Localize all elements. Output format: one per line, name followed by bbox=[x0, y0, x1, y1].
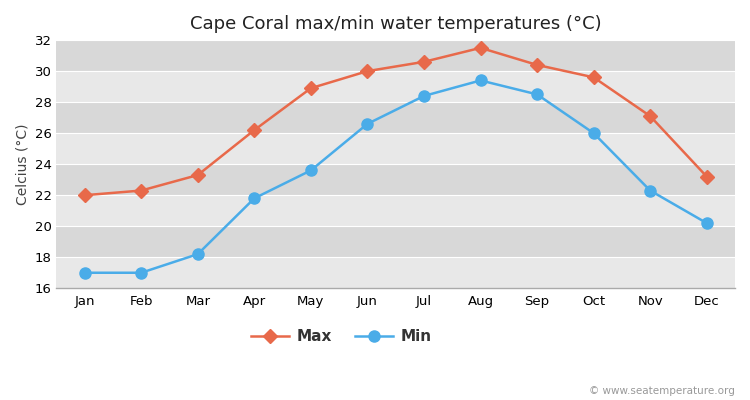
Max bbox=[646, 114, 655, 118]
Min bbox=[419, 94, 428, 98]
Bar bbox=[56, 133, 735, 164]
Bar bbox=[56, 40, 735, 71]
Max bbox=[250, 128, 259, 132]
Bar bbox=[56, 102, 735, 133]
Line: Max: Max bbox=[80, 43, 712, 200]
Min bbox=[590, 131, 598, 136]
Title: Cape Coral max/min water temperatures (°C): Cape Coral max/min water temperatures (°… bbox=[190, 15, 602, 33]
Bar bbox=[56, 226, 735, 257]
Min bbox=[363, 122, 372, 126]
Min bbox=[80, 270, 89, 275]
Y-axis label: Celcius (°C): Celcius (°C) bbox=[15, 124, 29, 205]
Max bbox=[476, 46, 485, 50]
Max bbox=[136, 188, 146, 193]
Min bbox=[136, 270, 146, 275]
Max bbox=[532, 62, 542, 67]
Min bbox=[702, 221, 711, 226]
Max bbox=[419, 60, 428, 64]
Max bbox=[702, 174, 711, 179]
Max bbox=[590, 75, 598, 80]
Bar bbox=[56, 71, 735, 102]
Legend: Max, Min: Max, Min bbox=[244, 323, 438, 350]
Max bbox=[194, 173, 202, 178]
Line: Min: Min bbox=[80, 75, 712, 278]
Bar bbox=[56, 257, 735, 288]
Max bbox=[363, 69, 372, 74]
Min bbox=[194, 252, 202, 256]
Text: © www.seatemperature.org: © www.seatemperature.org bbox=[590, 386, 735, 396]
Bar bbox=[56, 195, 735, 226]
Min bbox=[476, 78, 485, 83]
Bar bbox=[56, 164, 735, 195]
Min bbox=[646, 188, 655, 193]
Max bbox=[307, 86, 316, 90]
Min bbox=[532, 92, 542, 97]
Max bbox=[80, 193, 89, 198]
Min bbox=[307, 168, 316, 173]
Min bbox=[250, 196, 259, 201]
